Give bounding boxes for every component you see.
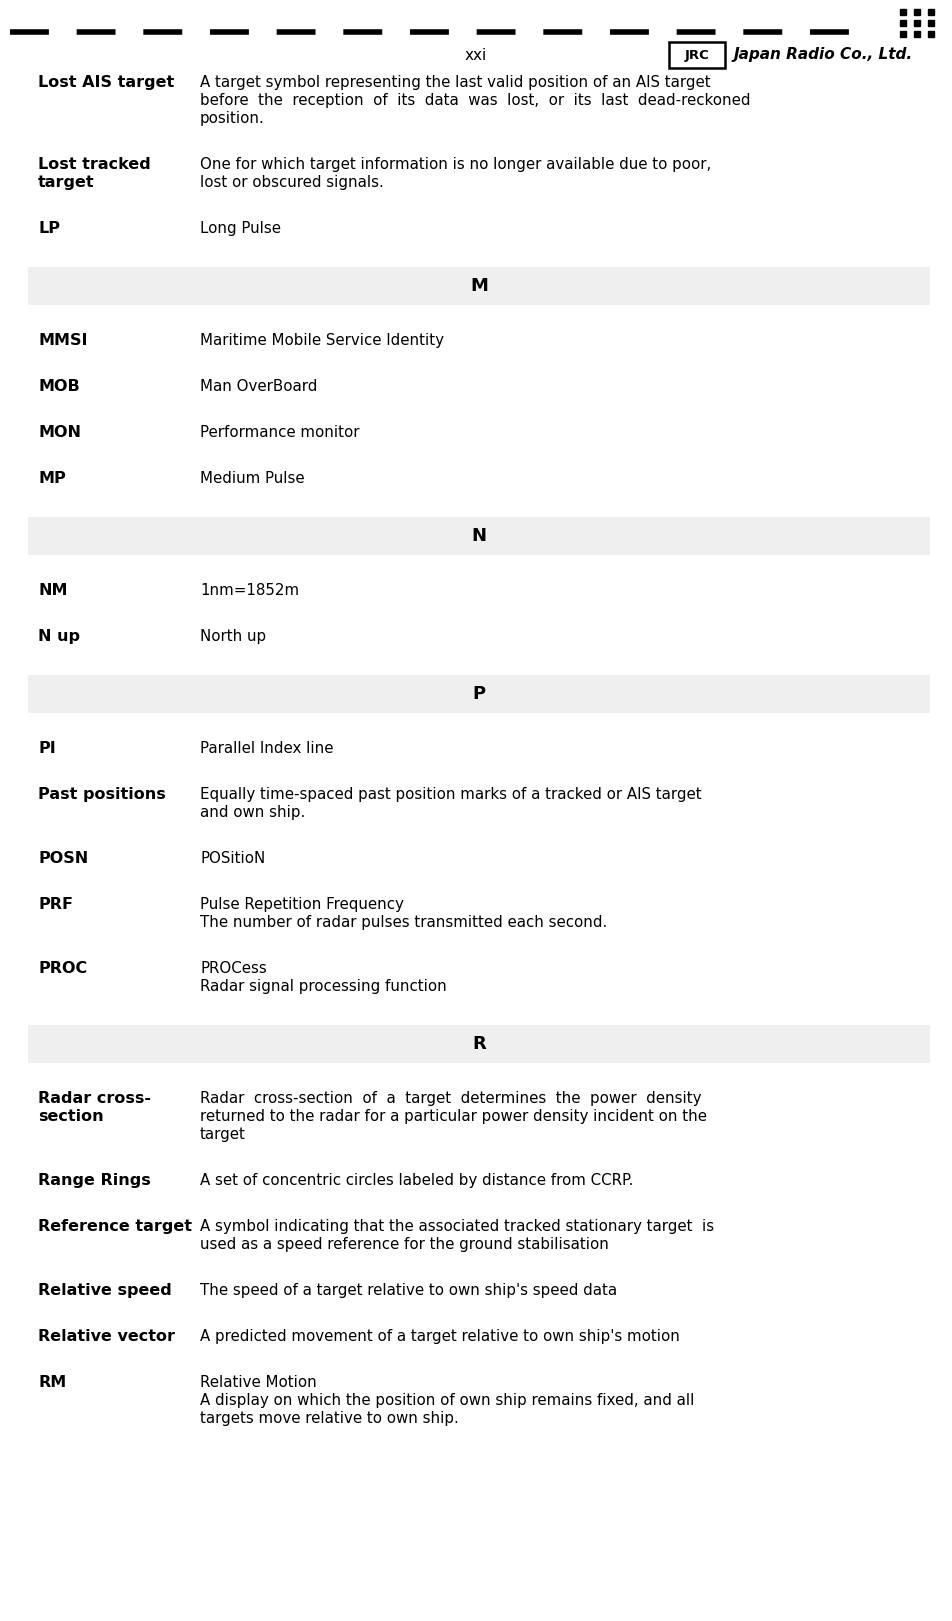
Text: before  the  reception  of  its  data  was  lost,  or  its  last  dead-reckoned: before the reception of its data was los… <box>200 92 750 109</box>
Text: A set of concentric circles labeled by distance from CCRP.: A set of concentric circles labeled by d… <box>200 1174 633 1188</box>
Bar <box>28 267 930 305</box>
Text: used as a speed reference for the ground stabilisation: used as a speed reference for the ground… <box>200 1237 609 1251</box>
Text: 1nm=1852m: 1nm=1852m <box>200 584 299 598</box>
Text: POSitioN: POSitioN <box>200 851 266 866</box>
Text: PRF: PRF <box>38 896 73 913</box>
Text: Range Rings: Range Rings <box>38 1174 150 1188</box>
Text: A symbol indicating that the associated tracked stationary target  is: A symbol indicating that the associated … <box>200 1219 714 1234</box>
Text: PROCess: PROCess <box>200 961 267 976</box>
Text: Relative Motion: Relative Motion <box>200 1375 317 1389</box>
Text: xxi: xxi <box>465 47 487 63</box>
Text: M: M <box>470 277 488 295</box>
Text: Japan Radio Co., Ltd.: Japan Radio Co., Ltd. <box>734 47 913 63</box>
Text: target: target <box>200 1127 246 1143</box>
Text: North up: North up <box>200 629 267 644</box>
Text: R: R <box>472 1034 486 1054</box>
Text: Lost AIS target: Lost AIS target <box>38 75 174 91</box>
Text: POSN: POSN <box>38 851 89 866</box>
Text: Parallel Index line: Parallel Index line <box>200 741 333 755</box>
Text: Man OverBoard: Man OverBoard <box>200 379 317 394</box>
Text: and own ship.: and own ship. <box>200 806 306 820</box>
Text: N up: N up <box>38 629 80 644</box>
Text: Radar cross-: Radar cross- <box>38 1091 151 1106</box>
Text: Equally time-spaced past position marks of a tracked or AIS target: Equally time-spaced past position marks … <box>200 788 702 802</box>
Text: PROC: PROC <box>38 961 88 976</box>
Text: Radar signal processing function: Radar signal processing function <box>200 979 446 994</box>
Text: lost or obscured signals.: lost or obscured signals. <box>200 175 384 190</box>
Text: P: P <box>472 686 486 704</box>
Text: Reference target: Reference target <box>38 1219 192 1234</box>
Text: MMSI: MMSI <box>38 332 88 349</box>
Bar <box>28 1024 930 1063</box>
Text: Past positions: Past positions <box>38 788 166 802</box>
Text: A display on which the position of own ship remains fixed, and all: A display on which the position of own s… <box>200 1392 694 1409</box>
Text: RM: RM <box>38 1375 67 1389</box>
Text: Lost tracked: Lost tracked <box>38 157 150 172</box>
Text: N: N <box>471 527 486 545</box>
Text: target: target <box>38 175 94 190</box>
Text: MOB: MOB <box>38 379 80 394</box>
Text: A target symbol representing the last valid position of an AIS target: A target symbol representing the last va… <box>200 75 710 91</box>
Text: JRC: JRC <box>684 49 709 62</box>
Text: LP: LP <box>38 220 60 237</box>
Bar <box>28 674 930 713</box>
Text: MON: MON <box>38 425 81 439</box>
Text: Long Pulse: Long Pulse <box>200 220 281 237</box>
Text: returned to the radar for a particular power density incident on the: returned to the radar for a particular p… <box>200 1109 707 1123</box>
Text: NM: NM <box>38 584 68 598</box>
Text: MP: MP <box>38 472 66 486</box>
Bar <box>28 517 930 554</box>
Text: A predicted movement of a target relative to own ship's motion: A predicted movement of a target relativ… <box>200 1329 680 1344</box>
Text: section: section <box>38 1109 104 1123</box>
Text: PI: PI <box>38 741 56 755</box>
Text: Relative vector: Relative vector <box>38 1329 175 1344</box>
Text: Performance monitor: Performance monitor <box>200 425 360 439</box>
Text: Radar  cross-section  of  a  target  determines  the  power  density: Radar cross-section of a target determin… <box>200 1091 702 1106</box>
Text: One for which target information is no longer available due to poor,: One for which target information is no l… <box>200 157 711 172</box>
Text: The number of radar pulses transmitted each second.: The number of radar pulses transmitted e… <box>200 914 607 930</box>
Text: targets move relative to own ship.: targets move relative to own ship. <box>200 1410 459 1426</box>
Text: Maritime Mobile Service Identity: Maritime Mobile Service Identity <box>200 332 444 349</box>
Text: The speed of a target relative to own ship's speed data: The speed of a target relative to own sh… <box>200 1282 617 1298</box>
Text: Pulse Repetition Frequency: Pulse Repetition Frequency <box>200 896 404 913</box>
Text: Medium Pulse: Medium Pulse <box>200 472 305 486</box>
Text: Relative speed: Relative speed <box>38 1282 171 1298</box>
FancyBboxPatch shape <box>669 42 725 68</box>
Text: position.: position. <box>200 110 265 126</box>
